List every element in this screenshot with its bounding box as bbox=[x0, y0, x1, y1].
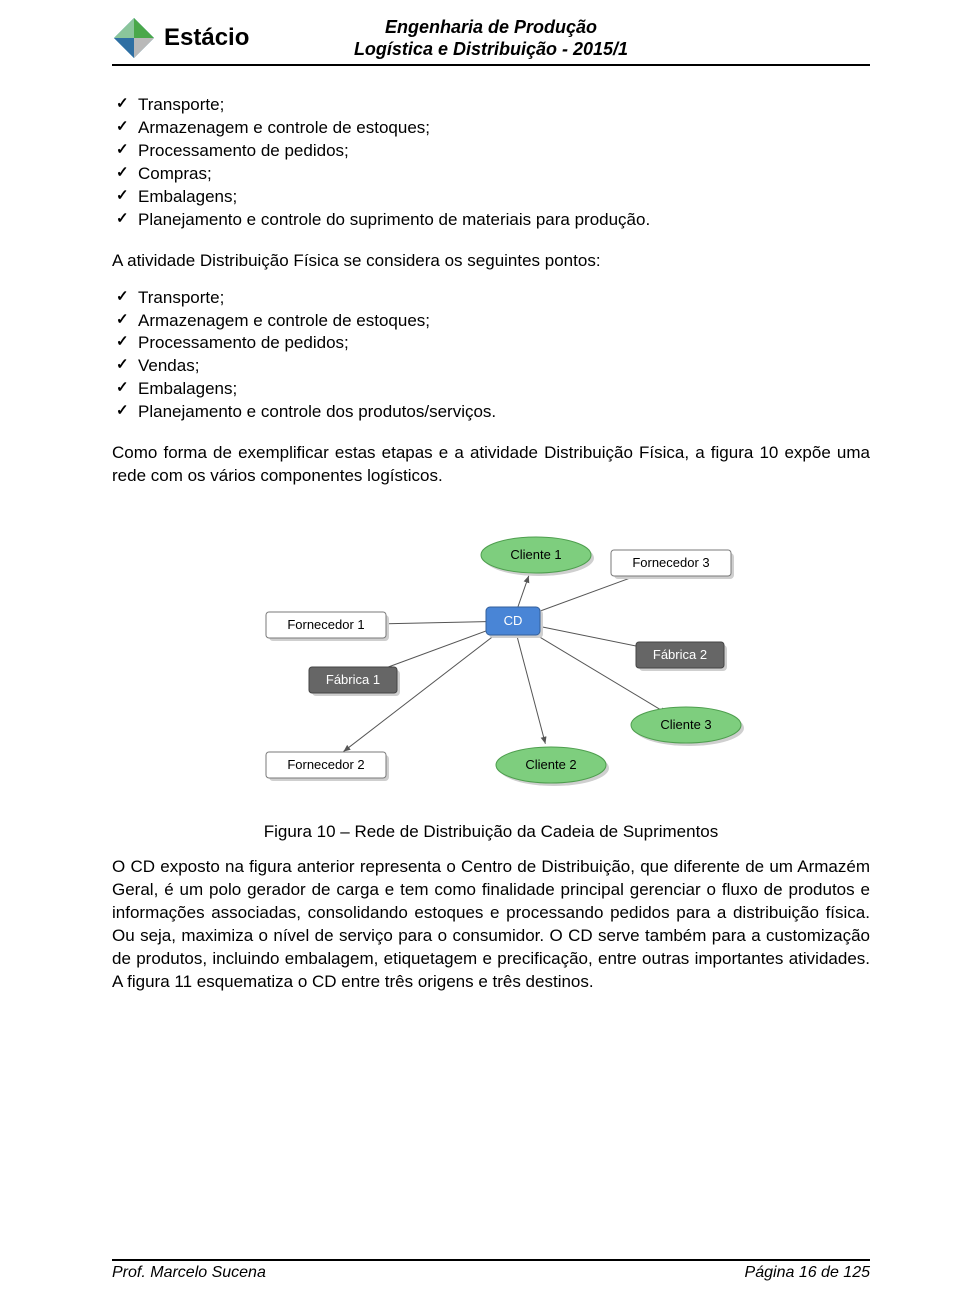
diagram-node-cliente3: Cliente 3 bbox=[631, 707, 744, 746]
svg-text:Cliente 3: Cliente 3 bbox=[660, 717, 711, 732]
list-item: Armazenagem e controle de estoques; bbox=[112, 117, 870, 140]
diagram-edge bbox=[513, 621, 545, 744]
svg-text:Fábrica 1: Fábrica 1 bbox=[326, 672, 380, 687]
list-item: Planejamento e controle do suprimento de… bbox=[112, 209, 870, 232]
diagram-node-fornecedor1: Fornecedor 1 bbox=[266, 612, 389, 641]
page-footer: Prof. Marcelo Sucena Página 16 de 125 bbox=[112, 1259, 870, 1282]
list-item: Processamento de pedidos; bbox=[112, 140, 870, 163]
svg-text:CD: CD bbox=[504, 613, 523, 628]
svg-text:Cliente 2: Cliente 2 bbox=[525, 757, 576, 772]
svg-text:Fornecedor 1: Fornecedor 1 bbox=[287, 617, 364, 632]
diagram-node-fabrica2: Fábrica 2 bbox=[636, 642, 727, 671]
list-item: Processamento de pedidos; bbox=[112, 332, 870, 355]
page-header: Estácio Engenharia de Produção Logística… bbox=[112, 16, 870, 66]
brand-block: Estácio bbox=[112, 16, 249, 60]
figure-10-wrap: Cliente 1 Fornecedor 3 Fornecedor 1 CD Fábri… bbox=[112, 502, 870, 802]
list-item: Planejamento e controle dos produtos/ser… bbox=[112, 401, 870, 424]
paragraph-2: Como forma de exemplificar estas etapas … bbox=[112, 442, 870, 488]
figure-10-network-diagram: Cliente 1 Fornecedor 3 Fornecedor 1 CD Fábri… bbox=[211, 502, 771, 802]
footer-page: Página 16 de 125 bbox=[745, 1264, 870, 1282]
diagram-node-fornecedor2: Fornecedor 2 bbox=[266, 752, 389, 781]
diagram-node-cliente1: Cliente 1 bbox=[481, 537, 594, 576]
svg-text:Fábrica 2: Fábrica 2 bbox=[653, 647, 707, 662]
figure-10-caption: Figura 10 – Rede de Distribuição da Cade… bbox=[112, 822, 870, 842]
svg-text:Fornecedor 3: Fornecedor 3 bbox=[632, 555, 709, 570]
list-item: Armazenagem e controle de estoques; bbox=[112, 310, 870, 333]
svg-text:Fornecedor 2: Fornecedor 2 bbox=[287, 757, 364, 772]
diagram-node-cliente2: Cliente 2 bbox=[496, 747, 609, 786]
brand-name: Estácio bbox=[164, 24, 249, 52]
list-item: Transporte; bbox=[112, 94, 870, 117]
estacio-logo-icon bbox=[112, 16, 156, 60]
svg-text:Cliente 1: Cliente 1 bbox=[510, 547, 561, 562]
paragraph-1: A atividade Distribuição Física se consi… bbox=[112, 250, 870, 273]
list-item: Compras; bbox=[112, 163, 870, 186]
list-item: Vendas; bbox=[112, 355, 870, 378]
list-item: Transporte; bbox=[112, 287, 870, 310]
list-item: Embalagens; bbox=[112, 378, 870, 401]
diagram-node-fabrica1: Fábrica 1 bbox=[309, 667, 400, 696]
paragraph-3: O CD exposto na figura anterior represen… bbox=[112, 856, 870, 994]
page: Estácio Engenharia de Produção Logística… bbox=[0, 0, 960, 1296]
list-item: Embalagens; bbox=[112, 186, 870, 209]
checklist-1: Transporte;Armazenagem e controle de est… bbox=[112, 94, 870, 232]
checklist-2: Transporte;Armazenagem e controle de est… bbox=[112, 287, 870, 425]
diagram-node-cd: CD bbox=[486, 607, 543, 638]
diagram-node-fornecedor3: Fornecedor 3 bbox=[611, 550, 734, 579]
footer-author: Prof. Marcelo Sucena bbox=[112, 1264, 266, 1282]
